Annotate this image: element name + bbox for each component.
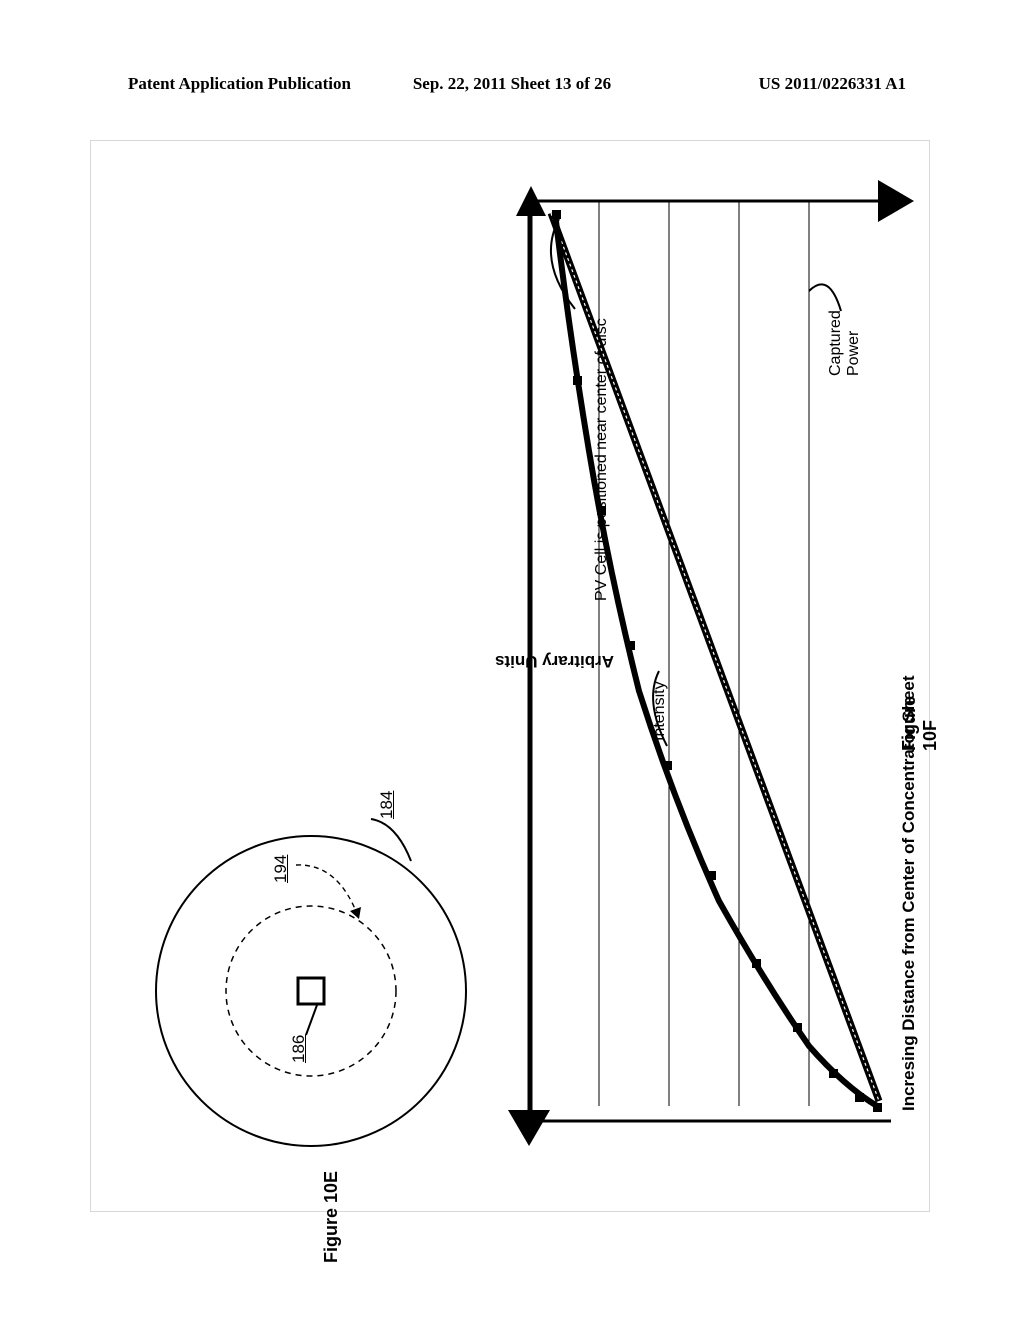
ref-194: 194 [271, 855, 291, 883]
figure-10e: 184 194 186 Figure 10E [141, 801, 481, 1221]
ref-186: 186 [289, 1035, 309, 1063]
figure-10f: Captured Power PV Cell is positioned nea… [501, 161, 921, 1161]
figure-area: 184 194 186 Figure 10E [90, 140, 930, 1212]
header-publication: Patent Application Publication [128, 74, 351, 94]
ref-184: 184 [377, 791, 397, 819]
page-header: Patent Application Publication Sep. 22, … [0, 74, 1024, 94]
chart-10f-main [501, 161, 921, 1161]
disc-diagram [141, 801, 481, 1181]
header-sheet: Sep. 22, 2011 Sheet 13 of 26 [413, 74, 611, 94]
header-docnumber: US 2011/0226331 A1 [759, 74, 906, 94]
